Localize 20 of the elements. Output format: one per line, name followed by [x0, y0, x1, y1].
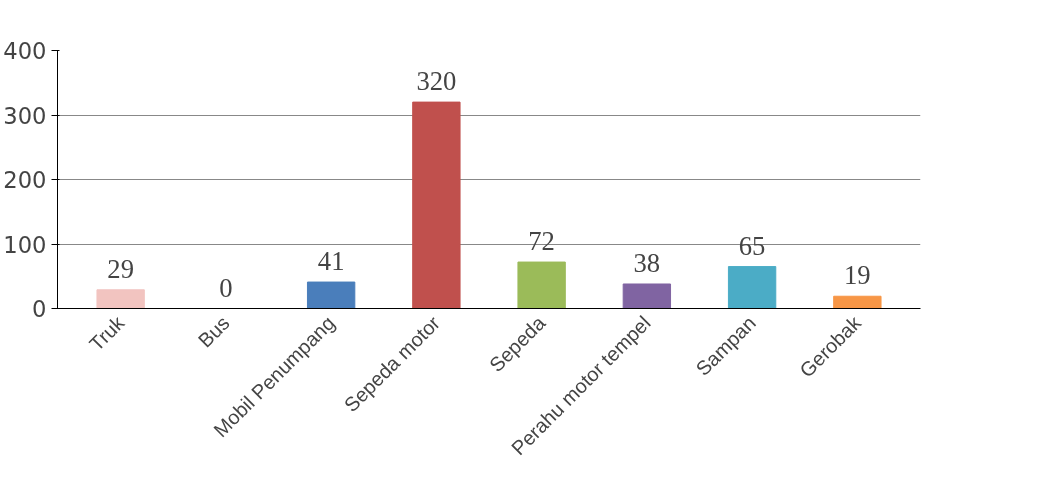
y-tick-label: 400: [3, 38, 47, 64]
bar: [96, 289, 145, 309]
data-label: 38: [633, 247, 661, 278]
data-label: 19: [844, 260, 871, 291]
x-tick-label: Bus: [193, 311, 234, 352]
data-label: 320: [416, 66, 457, 97]
data-label: 41: [317, 246, 345, 277]
x-tick-label: Truk: [85, 311, 130, 356]
bar: [306, 281, 356, 309]
data-label: 0: [219, 272, 233, 303]
bar: [622, 283, 672, 309]
bar: [727, 266, 777, 309]
data-label: 29: [107, 253, 134, 284]
bar: [833, 295, 882, 309]
y-tick-label: 200: [3, 167, 47, 193]
bar: [412, 101, 461, 309]
y-tick-label: 100: [3, 231, 47, 258]
y-tick-label: 0: [32, 296, 47, 322]
bar: [517, 261, 566, 309]
y-tick-label: 300: [3, 102, 47, 129]
